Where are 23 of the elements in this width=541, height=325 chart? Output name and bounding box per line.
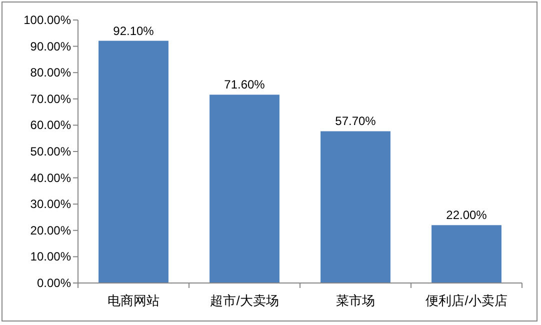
x-tick-label: 便利店/小卖店 bbox=[426, 293, 508, 308]
bar bbox=[210, 94, 280, 283]
y-tick-label: 0.00% bbox=[36, 276, 72, 290]
y-tick-label: 50.00% bbox=[30, 144, 72, 158]
y-tick-label: 10.00% bbox=[30, 250, 72, 264]
data-label: 57.70% bbox=[335, 114, 376, 128]
data-label: 92.10% bbox=[113, 24, 154, 38]
x-tick-label: 超市/大卖场 bbox=[210, 293, 279, 308]
y-tick-label: 100.00% bbox=[24, 13, 72, 27]
bar bbox=[320, 131, 390, 283]
data-label: 71.60% bbox=[224, 78, 266, 92]
x-tick-label: 菜市场 bbox=[336, 293, 375, 308]
y-tick-label: 80.00% bbox=[30, 66, 72, 80]
y-tick-label: 40.00% bbox=[30, 170, 72, 185]
y-tick-label: 70.00% bbox=[30, 92, 72, 106]
data-label: 22.00% bbox=[446, 208, 488, 222]
x-tick-label: 电商网站 bbox=[108, 293, 160, 308]
y-tick-label: 90.00% bbox=[30, 39, 72, 54]
y-tick-label: 20.00% bbox=[30, 223, 72, 238]
y-tick-label: 60.00% bbox=[30, 118, 72, 132]
bar bbox=[98, 40, 168, 283]
y-tick-label: 30.00% bbox=[30, 197, 72, 212]
bar bbox=[432, 225, 502, 283]
